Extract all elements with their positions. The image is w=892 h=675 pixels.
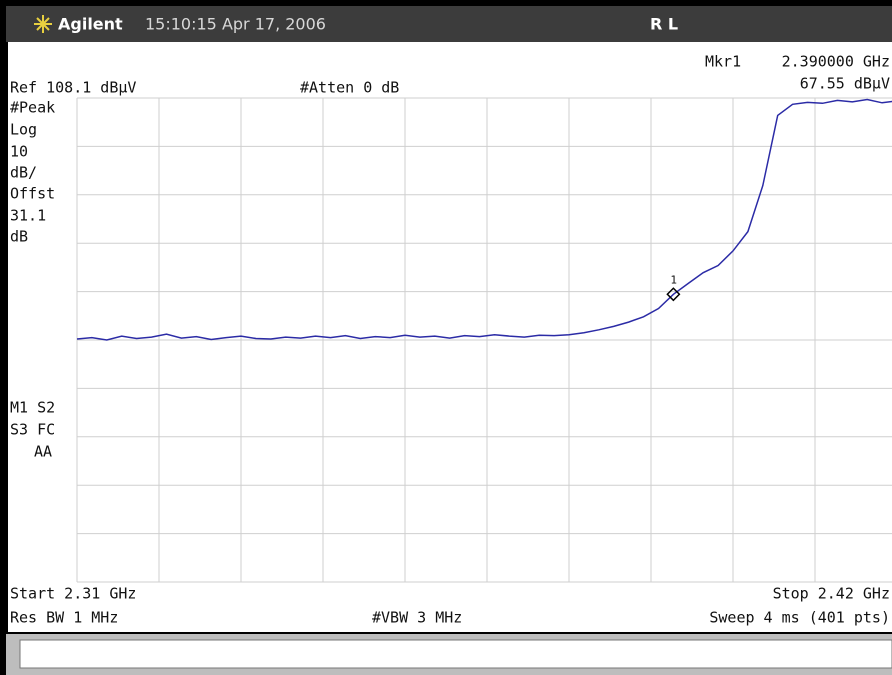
marker [666, 287, 681, 302]
trace [76, 98, 892, 341]
status-info: S3 FC [10, 421, 55, 439]
marker-name: Mkr1 [705, 53, 741, 71]
header-bar [6, 6, 892, 42]
scale-info: dB [10, 228, 28, 246]
marker-label: 1 [670, 273, 677, 286]
scale-info: Log [10, 121, 37, 139]
stop-frequency: Stop 2.42 GHz [773, 585, 890, 603]
scale-info: Offst [10, 185, 55, 203]
scale-info: dB/ [10, 164, 37, 182]
scale-info: 31.1 [10, 207, 46, 225]
status-info: AA [34, 443, 52, 461]
reference-level: Ref 108.1 dBµV [10, 79, 136, 97]
marker-amplitude: 67.55 dBµV [800, 75, 890, 93]
scale-info: #Peak [10, 99, 55, 117]
marker-frequency: 2.390000 GHz [782, 53, 890, 71]
resolution-bandwidth: Res BW 1 MHz [10, 609, 118, 627]
timestamp: 15:10:15 Apr 17, 2006 [145, 15, 326, 34]
mode: R L [650, 15, 678, 34]
logo [34, 15, 52, 33]
status-info: M1 S2 [10, 399, 55, 417]
attenuation: #Atten 0 dB [300, 79, 399, 97]
input-field[interactable] [19, 639, 892, 669]
start-frequency: Start 2.31 GHz [10, 585, 136, 603]
scale-info: 10 [10, 143, 28, 161]
brand: Agilent [58, 15, 123, 34]
video-bandwidth: #VBW 3 MHz [372, 609, 462, 627]
display [8, 42, 892, 632]
sweep-info: Sweep 4 ms (401 pts) [709, 609, 890, 627]
